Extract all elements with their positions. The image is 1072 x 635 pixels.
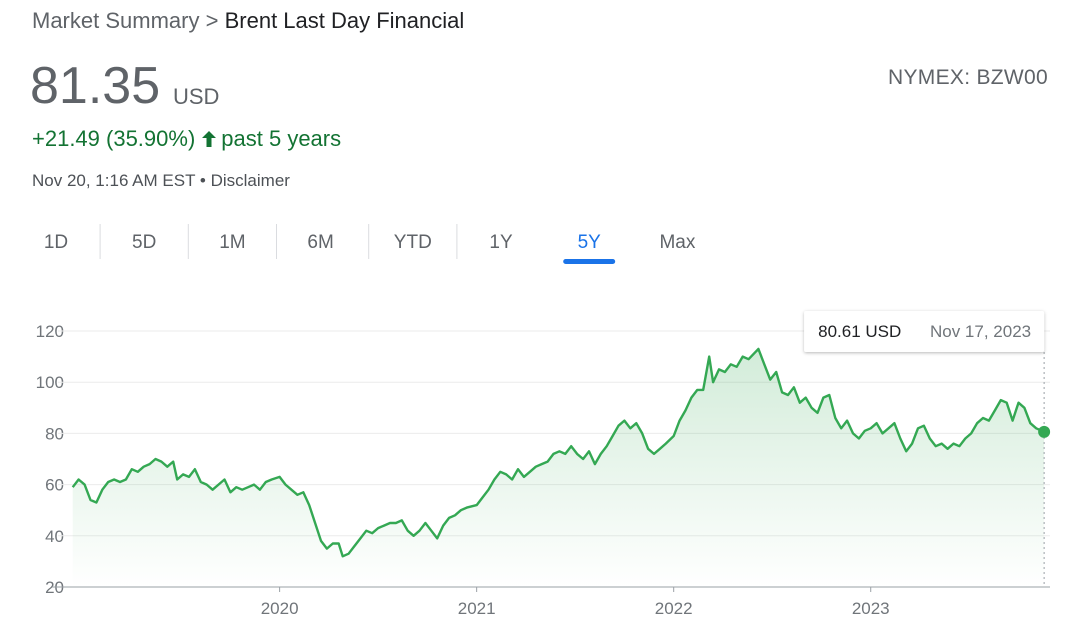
exchange: NYMEX: BZW00 (888, 66, 1048, 89)
y-tick-label: 80 (45, 424, 64, 443)
price: 81.35 (30, 57, 161, 115)
y-tick-label: 120 (36, 322, 64, 341)
disclaimer[interactable]: Disclaimer (210, 171, 290, 190)
price-line (71, 347, 1045, 558)
timestamp-row: Nov 20, 1:16 AM EST • Disclaimer (32, 171, 290, 191)
hover-dot (1038, 425, 1051, 438)
tab[interactable]: YTD (394, 232, 432, 253)
timestamp: Nov 20, 1:16 AM EST (32, 171, 196, 190)
change: +21.49 (35.90%) (32, 126, 196, 151)
tab[interactable]: Max (659, 232, 695, 253)
x-tick-label: 2023 (852, 599, 890, 618)
tab-underline (563, 259, 616, 264)
tab[interactable]: 1M (219, 232, 245, 253)
y-tick-label: 100 (36, 373, 64, 392)
separator: • (199, 171, 206, 190)
breadcrumb-current: Brent Last Day Financial (224, 8, 465, 33)
change-row: +21.49 (35.90%) past 5 years (32, 126, 341, 152)
period: past 5 years (221, 126, 342, 151)
up-arrow (202, 131, 217, 147)
y-tick-label: 60 (45, 476, 64, 495)
tab[interactable]: 6M (307, 232, 333, 253)
tooltip-value: 80.61 USD (818, 322, 901, 341)
x-tick-label: 2022 (655, 599, 693, 618)
currency: USD (173, 84, 220, 109)
breadcrumb-separator: > (205, 8, 219, 33)
tab[interactable]: 1Y (489, 232, 513, 253)
tooltip-date: Nov 17, 2023 (930, 322, 1031, 341)
x-tick-label: 2021 (458, 599, 496, 618)
tab[interactable]: 5D (132, 232, 156, 253)
breadcrumb: Market Summary > Brent Last Day Financia… (32, 8, 464, 34)
y-tick-label: 40 (45, 527, 64, 546)
tab[interactable]: 5Y (578, 232, 602, 253)
tab[interactable]: 1D (44, 232, 68, 253)
x-tick-label: 2020 (261, 599, 299, 618)
area (72, 348, 1045, 587)
tooltip (804, 311, 1045, 352)
breadcrumb-link[interactable]: Market Summary (32, 8, 200, 33)
